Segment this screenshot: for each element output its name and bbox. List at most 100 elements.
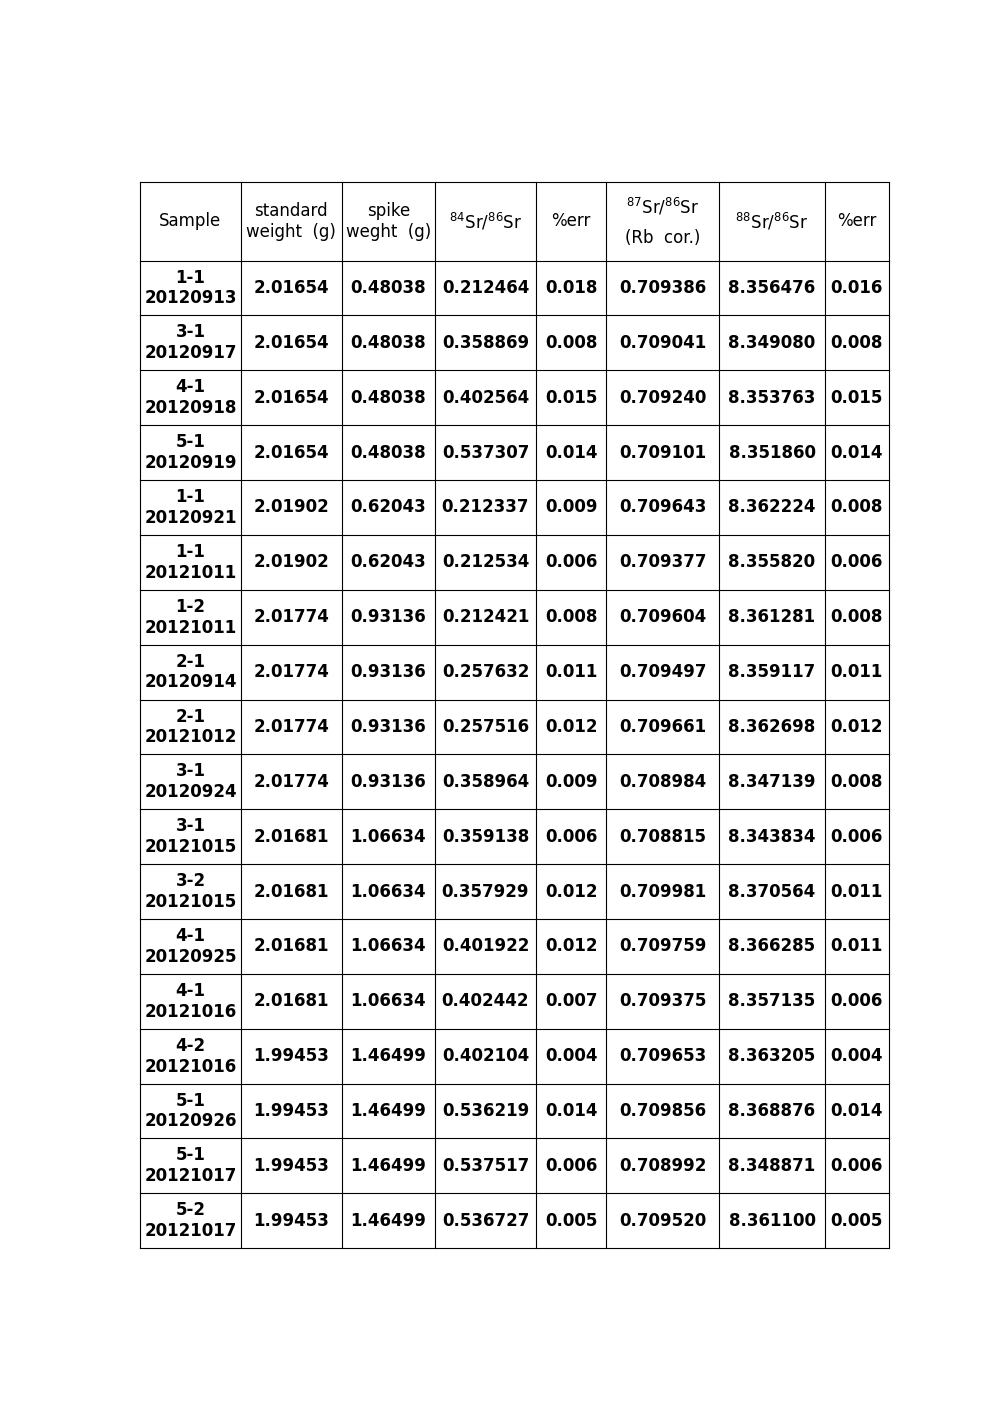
Text: 4-1
20120918: 4-1 20120918 [144,378,237,418]
Text: 8.362224: 8.362224 [729,498,815,516]
Text: 0.212337: 0.212337 [442,498,529,516]
Text: 1.46499: 1.46499 [350,1212,426,1230]
Text: 3-2
20121015: 3-2 20121015 [144,872,237,912]
Text: 4-1
20121016: 4-1 20121016 [144,982,237,1020]
Text: 0.212534: 0.212534 [442,553,529,571]
Text: 0.709101: 0.709101 [619,443,706,461]
Text: 5-1
20120919: 5-1 20120919 [144,433,237,473]
Text: 0.257516: 0.257516 [442,718,529,737]
Text: 0.358964: 0.358964 [442,773,529,790]
Text: 1-1
20120913: 1-1 20120913 [144,268,237,308]
Text: 0.006: 0.006 [830,828,883,845]
Text: 0.009: 0.009 [545,773,598,790]
Text: 0.008: 0.008 [545,334,598,351]
Text: 0.008: 0.008 [830,608,883,626]
Text: $^{88}$Sr/$^{86}$Sr: $^{88}$Sr/$^{86}$Sr [736,210,809,231]
Text: 0.93136: 0.93136 [351,773,426,790]
Text: 8.349080: 8.349080 [729,334,815,351]
Text: 0.48038: 0.48038 [351,443,426,461]
Text: 0.358869: 0.358869 [442,334,529,351]
Text: 8.347139: 8.347139 [729,773,815,790]
Text: 2.01774: 2.01774 [253,773,329,790]
Text: 3-1
20121015: 3-1 20121015 [144,817,237,856]
Text: 2-1
20120914: 2-1 20120914 [144,653,237,691]
Text: 2.01654: 2.01654 [253,334,329,351]
Text: 0.212464: 0.212464 [442,279,529,298]
Text: 8.348871: 8.348871 [729,1157,815,1175]
Text: 1-2
20121011: 1-2 20121011 [144,598,237,636]
Text: 4-1
20120925: 4-1 20120925 [144,927,237,965]
Text: 8.363205: 8.363205 [729,1047,815,1065]
Text: 0.48038: 0.48038 [351,334,426,351]
Text: 0.709653: 0.709653 [619,1047,706,1065]
Text: 0.709377: 0.709377 [619,553,707,571]
Text: 0.709856: 0.709856 [619,1102,706,1120]
Text: 1.46499: 1.46499 [350,1047,426,1065]
Text: 1-1
20120921: 1-1 20120921 [144,488,237,526]
Text: 0.709386: 0.709386 [619,279,706,298]
Text: 1.46499: 1.46499 [350,1102,426,1120]
Text: 0.005: 0.005 [830,1212,883,1230]
Text: 8.355820: 8.355820 [729,553,815,571]
Text: 1.99453: 1.99453 [253,1102,329,1120]
Text: 2-1
20121012: 2-1 20121012 [144,707,237,746]
Text: 0.008: 0.008 [830,498,883,516]
Text: 8.343834: 8.343834 [729,828,815,845]
Text: 8.351860: 8.351860 [729,443,815,461]
Text: 0.709759: 0.709759 [619,937,706,955]
Text: 0.709497: 0.709497 [619,663,707,682]
Text: $^{84}$Sr/$^{86}$Sr: $^{84}$Sr/$^{86}$Sr [449,210,523,231]
Text: 0.004: 0.004 [545,1047,598,1065]
Text: 8.361281: 8.361281 [729,608,815,626]
Text: 0.257632: 0.257632 [442,663,529,682]
Text: 0.006: 0.006 [545,1157,598,1175]
Text: 0.014: 0.014 [830,1102,883,1120]
Text: 0.709240: 0.709240 [619,389,706,406]
Text: 8.361100: 8.361100 [729,1212,815,1230]
Text: 0.006: 0.006 [545,553,598,571]
Text: 2.01774: 2.01774 [253,663,329,682]
Text: 0.012: 0.012 [545,718,598,737]
Text: 5-2
20121017: 5-2 20121017 [144,1201,237,1240]
Text: 0.709375: 0.709375 [619,992,706,1010]
Text: 0.009: 0.009 [545,498,598,516]
Text: 0.93136: 0.93136 [351,718,426,737]
Text: 0.005: 0.005 [545,1212,598,1230]
Text: 2.01681: 2.01681 [253,828,329,845]
Text: 8.357135: 8.357135 [729,992,815,1010]
Text: standard
weight  (g): standard weight (g) [246,202,336,241]
Text: 0.006: 0.006 [830,1157,883,1175]
Text: 1.06634: 1.06634 [351,882,426,900]
Text: 0.015: 0.015 [830,389,883,406]
Text: 2.01902: 2.01902 [253,498,329,516]
Text: 1.99453: 1.99453 [253,1157,329,1175]
Text: 0.359138: 0.359138 [442,828,529,845]
Text: 0.537307: 0.537307 [442,443,529,461]
Text: 1.99453: 1.99453 [253,1047,329,1065]
Text: 8.370564: 8.370564 [729,882,815,900]
Text: 1.06634: 1.06634 [351,992,426,1010]
Text: 2.01681: 2.01681 [253,992,329,1010]
Text: 8.359117: 8.359117 [729,663,815,682]
Text: 0.008: 0.008 [830,334,883,351]
Text: 0.212421: 0.212421 [442,608,529,626]
Text: 2.01774: 2.01774 [253,718,329,737]
Text: 0.007: 0.007 [545,992,598,1010]
Text: 0.536727: 0.536727 [442,1212,529,1230]
Text: 0.709661: 0.709661 [619,718,706,737]
Text: 0.018: 0.018 [545,279,598,298]
Text: 5-1
20120926: 5-1 20120926 [144,1092,237,1130]
Text: 5-1
20121017: 5-1 20121017 [144,1147,237,1185]
Text: 0.004: 0.004 [830,1047,883,1065]
Text: 0.011: 0.011 [830,882,883,900]
Text: 0.708992: 0.708992 [619,1157,706,1175]
Text: 0.006: 0.006 [830,553,883,571]
Text: 0.401922: 0.401922 [442,937,529,955]
Text: 0.708984: 0.708984 [619,773,706,790]
Text: 0.402442: 0.402442 [442,992,529,1010]
Text: 0.012: 0.012 [830,718,883,737]
Text: 0.48038: 0.48038 [351,389,426,406]
Text: $^{87}$Sr/$^{86}$Sr: $^{87}$Sr/$^{86}$Sr [626,196,699,217]
Text: 8.353763: 8.353763 [729,389,815,406]
Text: 0.709604: 0.709604 [619,608,706,626]
